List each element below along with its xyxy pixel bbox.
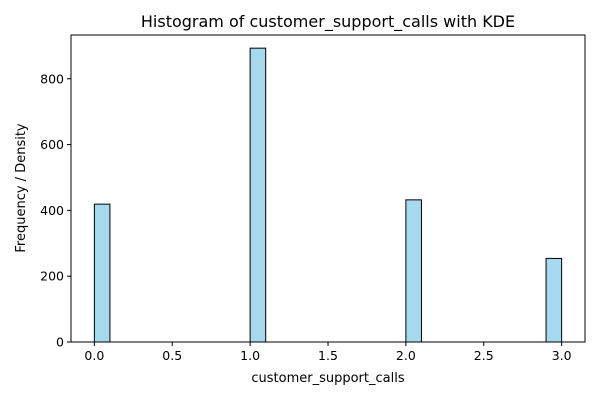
x-tick-label: 1.5	[318, 348, 338, 363]
x-tick-label: 1.0	[240, 348, 260, 363]
plot-frame	[70, 34, 586, 343]
y-tick-label: 400	[40, 203, 64, 218]
x-tick-label: 0.5	[162, 348, 182, 363]
chart-title: Histogram of customer_support_calls with…	[141, 12, 515, 32]
y-axis-label: Frequency / Density	[14, 123, 29, 253]
x-axis-label: customer_support_calls	[251, 371, 404, 386]
y-tick-label: 800	[40, 71, 64, 86]
y-tick-label: 200	[40, 269, 64, 284]
histogram-bar	[93, 203, 111, 343]
x-tick-label: 0.0	[84, 348, 104, 363]
x-tick-label: 3.0	[552, 348, 572, 363]
y-axis-ticks: 0 200 400 600 800	[40, 71, 71, 350]
x-tick-label: 2.0	[396, 348, 416, 363]
x-axis-ticks: 0.0 0.5 1.0 1.5 2.0 2.5 3.0	[84, 342, 572, 363]
x-tick-label: 2.5	[474, 348, 494, 363]
bars-layer	[93, 47, 563, 343]
y-tick-label: 600	[40, 137, 64, 152]
histogram-bar	[405, 199, 422, 343]
y-tick-label: 0	[56, 335, 64, 350]
histogram-bar	[545, 257, 563, 343]
histogram-bar	[249, 47, 267, 343]
